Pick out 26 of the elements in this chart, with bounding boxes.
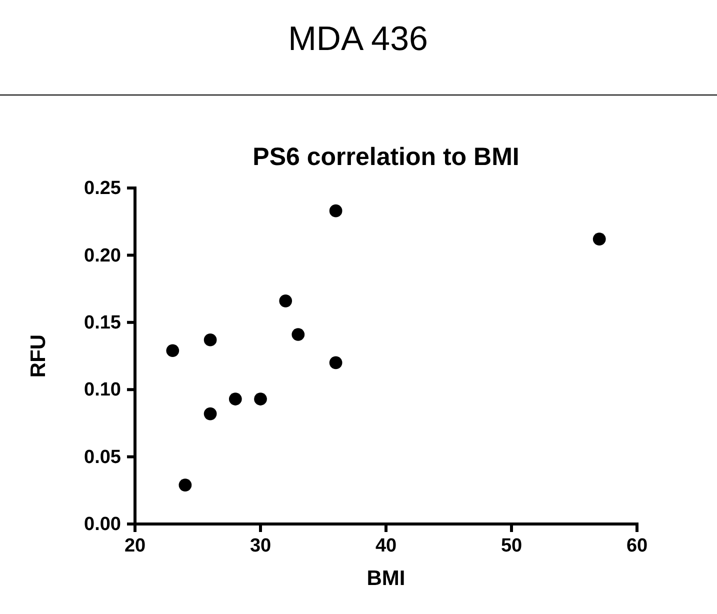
point bbox=[178, 478, 192, 492]
point bbox=[166, 344, 180, 358]
point bbox=[204, 407, 217, 420]
point bbox=[204, 333, 217, 346]
y-tick-label: 0.10 bbox=[84, 380, 121, 401]
point bbox=[329, 356, 342, 370]
x-tick-label: 40 bbox=[375, 535, 397, 556]
y-tick-label: 0.15 bbox=[84, 312, 122, 334]
x-tick-label: 50 bbox=[500, 535, 522, 556]
point bbox=[279, 294, 292, 308]
point bbox=[329, 204, 342, 218]
chart-title: MDA 436 bbox=[288, 20, 428, 58]
x-tick-label: 60 bbox=[626, 535, 648, 556]
point bbox=[592, 232, 606, 246]
x-tick-label: 20 bbox=[124, 535, 146, 556]
y-tick-label: 0.05 bbox=[84, 446, 122, 468]
y-tick-label: 0.25 bbox=[84, 178, 122, 200]
x-tick-label: 30 bbox=[250, 535, 272, 556]
y-tick-label: 0.20 bbox=[84, 245, 121, 266]
point bbox=[292, 328, 305, 341]
x-axis-title: BMI bbox=[366, 567, 406, 590]
y-axis-title: RFU bbox=[27, 334, 50, 378]
y-tick-label: 0.00 bbox=[84, 514, 121, 536]
chart-subtitle: PS6 correlation to BMI bbox=[252, 143, 520, 171]
point bbox=[254, 392, 267, 406]
point bbox=[228, 392, 242, 406]
